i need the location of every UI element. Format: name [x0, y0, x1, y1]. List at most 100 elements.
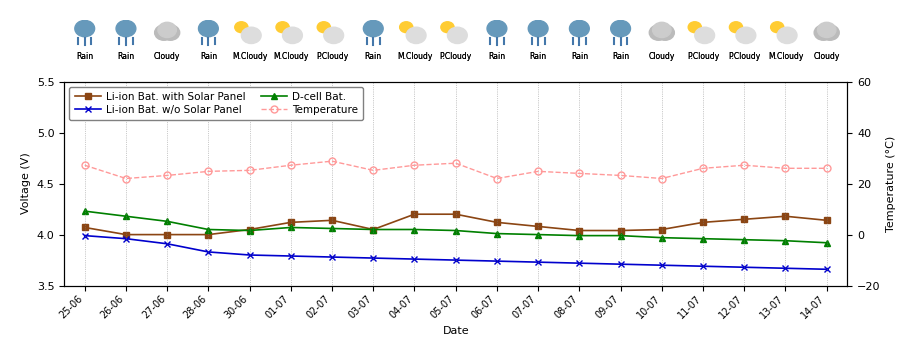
Circle shape	[817, 22, 836, 37]
Li-ion Bat. w/o Solar Panel	[244, 253, 255, 257]
D-cell Bat.	[573, 234, 584, 238]
Li-ion Bat. w/o Solar Panel	[616, 262, 627, 266]
Text: Rain: Rain	[200, 52, 217, 61]
Li-ion Bat. with Solar Panel	[202, 233, 213, 237]
Text: Rain: Rain	[488, 52, 506, 61]
Li-ion Bat. with Solar Panel	[120, 233, 132, 237]
D-cell Bat.	[161, 219, 172, 223]
Temperature	[698, 166, 709, 170]
Circle shape	[282, 27, 302, 44]
Circle shape	[821, 25, 839, 40]
Li-ion Bat. w/o Solar Panel	[409, 257, 420, 261]
Circle shape	[656, 25, 674, 40]
Li-ion Bat. with Solar Panel	[738, 217, 749, 221]
Line: Li-ion Bat. with Solar Panel: Li-ion Bat. with Solar Panel	[82, 211, 830, 237]
Li-ion Bat. w/o Solar Panel	[367, 256, 379, 260]
D-cell Bat.	[285, 225, 296, 230]
Text: Rain: Rain	[488, 52, 506, 61]
D-cell Bat.	[738, 238, 749, 242]
Li-ion Bat. with Solar Panel	[409, 212, 420, 216]
Text: P.Cloudy: P.Cloudy	[316, 52, 348, 61]
Circle shape	[323, 27, 344, 44]
Text: M.Cloudy: M.Cloudy	[273, 52, 309, 61]
Li-ion Bat. with Solar Panel	[698, 220, 709, 224]
Circle shape	[814, 25, 833, 40]
Li-ion Bat. w/o Solar Panel	[285, 254, 296, 258]
D-cell Bat.	[656, 236, 667, 240]
Temperature	[244, 168, 255, 172]
Li-ion Bat. w/o Solar Panel	[451, 258, 461, 262]
Li-ion Bat. with Solar Panel	[326, 218, 337, 222]
X-axis label: Date: Date	[442, 326, 469, 336]
D-cell Bat.	[409, 227, 420, 232]
Circle shape	[447, 27, 467, 44]
Y-axis label: Voltage (V): Voltage (V)	[21, 153, 31, 215]
Temperature	[161, 173, 172, 177]
Li-ion Bat. w/o Solar Panel	[738, 265, 749, 269]
Line: D-cell Bat.: D-cell Bat.	[82, 208, 830, 246]
Li-ion Bat. w/o Solar Panel	[202, 250, 213, 254]
Text: Rain: Rain	[76, 52, 93, 61]
Li-ion Bat. with Solar Panel	[491, 220, 502, 224]
Text: Cloudy: Cloudy	[154, 52, 180, 61]
Li-ion Bat. w/o Solar Panel	[161, 242, 172, 246]
Text: Rain: Rain	[529, 52, 547, 61]
Li-ion Bat. with Solar Panel	[656, 227, 667, 232]
Circle shape	[317, 22, 331, 33]
Li-ion Bat. w/o Solar Panel	[573, 261, 584, 265]
Text: P.Cloudy: P.Cloudy	[728, 52, 760, 61]
Text: Cloudy: Cloudy	[649, 52, 675, 61]
Text: P.Cloudy: P.Cloudy	[440, 52, 472, 61]
Circle shape	[155, 25, 173, 40]
Li-ion Bat. w/o Solar Panel	[698, 264, 709, 268]
Temperature	[202, 169, 213, 173]
Li-ion Bat. w/o Solar Panel	[780, 266, 791, 270]
Circle shape	[276, 22, 289, 33]
D-cell Bat.	[120, 214, 132, 218]
D-cell Bat.	[821, 241, 832, 245]
Circle shape	[611, 20, 630, 37]
D-cell Bat.	[532, 233, 543, 237]
Circle shape	[649, 25, 668, 40]
Circle shape	[695, 27, 714, 44]
Circle shape	[116, 20, 136, 37]
Circle shape	[729, 22, 743, 33]
Text: Rain: Rain	[612, 52, 629, 61]
Circle shape	[161, 25, 180, 40]
Text: Rain: Rain	[117, 52, 135, 61]
Text: M.Cloudy: M.Cloudy	[397, 52, 432, 61]
Circle shape	[570, 20, 589, 37]
Li-ion Bat. w/o Solar Panel	[79, 234, 90, 238]
Text: Cloudy: Cloudy	[154, 52, 180, 61]
Li-ion Bat. with Solar Panel	[532, 224, 543, 228]
Temperature	[656, 176, 667, 181]
Circle shape	[199, 20, 218, 37]
Text: Rain: Rain	[612, 52, 629, 61]
Temperature	[573, 171, 584, 175]
Li-ion Bat. w/o Solar Panel	[120, 237, 132, 241]
Text: Cloudy: Cloudy	[649, 52, 675, 61]
Circle shape	[441, 22, 454, 33]
Circle shape	[736, 27, 756, 44]
Temperature	[451, 161, 461, 165]
Circle shape	[364, 20, 383, 37]
Text: Cloudy: Cloudy	[813, 52, 840, 61]
Text: Rain: Rain	[365, 52, 382, 61]
Temperature	[120, 176, 132, 181]
Temperature	[285, 163, 296, 167]
Y-axis label: Temperature (°C): Temperature (°C)	[886, 135, 896, 232]
Circle shape	[241, 27, 261, 44]
Temperature	[616, 173, 627, 177]
Legend: Li-ion Bat. with Solar Panel, Li-ion Bat. w/o Solar Panel, D-cell Bat., Temperat: Li-ion Bat. with Solar Panel, Li-ion Bat…	[70, 87, 364, 120]
Temperature	[780, 166, 791, 170]
Circle shape	[487, 20, 507, 37]
Text: Rain: Rain	[571, 52, 588, 61]
Temperature	[367, 168, 379, 172]
D-cell Bat.	[79, 209, 90, 213]
Circle shape	[777, 27, 797, 44]
Line: Li-ion Bat. w/o Solar Panel: Li-ion Bat. w/o Solar Panel	[82, 232, 830, 273]
Text: P.Cloudy: P.Cloudy	[687, 52, 719, 61]
Text: Rain: Rain	[76, 52, 93, 61]
Li-ion Bat. w/o Solar Panel	[491, 259, 502, 263]
Li-ion Bat. with Solar Panel	[616, 228, 627, 233]
